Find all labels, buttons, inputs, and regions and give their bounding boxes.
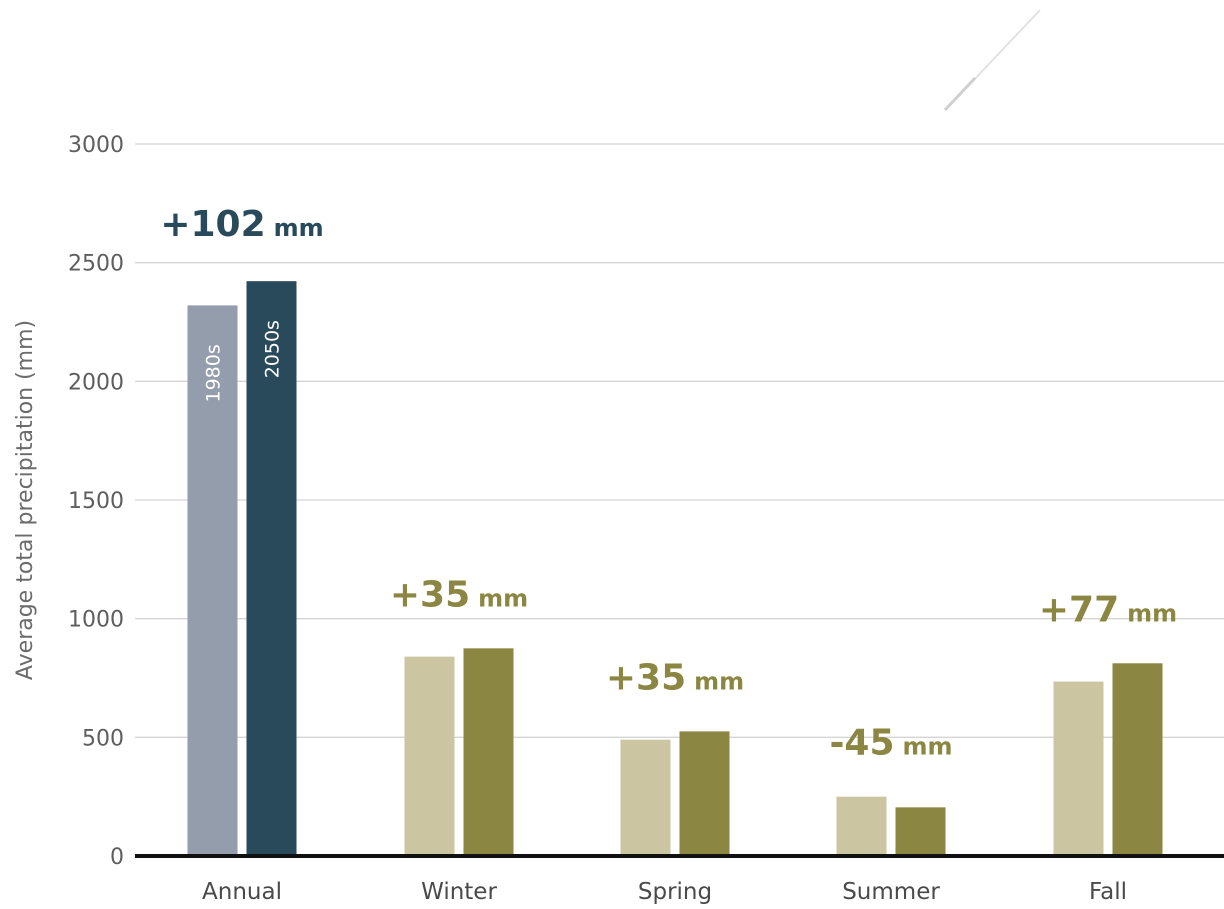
decorative-streak xyxy=(943,9,1041,112)
x-category-label: Spring xyxy=(638,879,712,905)
bar-annual-1980s xyxy=(187,305,238,856)
bar-summer-2050s xyxy=(895,807,946,856)
y-tick-label: 3000 xyxy=(68,133,124,158)
bar-spring-1980s xyxy=(620,739,671,856)
bar-winter-2050s xyxy=(463,648,514,856)
bars: 1980s 2050s xyxy=(187,281,1163,856)
gridlines xyxy=(135,143,1224,738)
y-axis-ticks: 0 500 1000 1500 2000 2500 3000 xyxy=(68,133,124,870)
x-axis-categories: Annual Winter Spring Summer Fall xyxy=(202,879,1127,905)
bar-winter-1980s xyxy=(404,656,455,856)
change-annotation: -45 mm xyxy=(829,723,952,764)
x-category-label: Fall xyxy=(1089,879,1127,905)
y-tick-label: 0 xyxy=(110,845,124,870)
bar-summer-1980s xyxy=(836,796,887,856)
change-annotations: +102 mm +35 mm +35 mm -45 mm +77 mm xyxy=(160,204,1177,763)
change-annotation: +35 mm xyxy=(390,574,528,615)
bar-annual-2050s xyxy=(246,281,297,856)
bar-spring-2050s xyxy=(679,731,730,856)
bar-series-label: 2050s xyxy=(262,320,284,378)
x-category-label: Annual xyxy=(202,879,282,905)
bar-series-label: 1980s xyxy=(203,344,225,402)
y-tick-label: 1500 xyxy=(68,489,124,514)
x-category-label: Summer xyxy=(842,879,940,905)
bar-fall-2050s xyxy=(1112,663,1163,856)
y-tick-label: 2500 xyxy=(68,252,124,277)
change-annotation: +77 mm xyxy=(1039,589,1177,630)
change-annotation: +35 mm xyxy=(606,657,744,698)
change-annotation: +102 mm xyxy=(160,204,323,245)
y-tick-label: 1000 xyxy=(68,608,124,633)
bar-fall-1980s xyxy=(1053,681,1104,856)
y-tick-label: 2000 xyxy=(68,370,124,395)
y-tick-label: 500 xyxy=(82,726,124,751)
y-axis-label: Average total precipitation (mm) xyxy=(13,320,38,680)
x-category-label: Winter xyxy=(421,879,497,905)
